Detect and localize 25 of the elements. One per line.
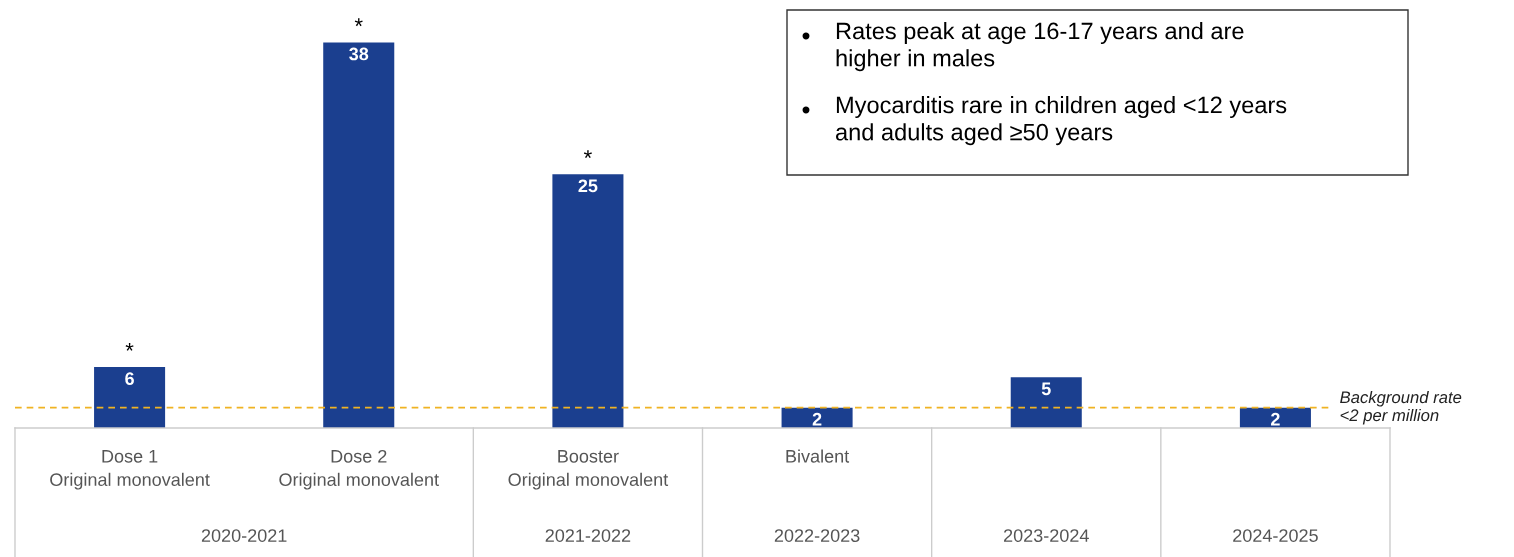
data-label: 2 — [812, 412, 822, 426]
text: 2022-2023 — [774, 529, 860, 542]
bar — [94, 367, 166, 428]
annotation: * — [354, 18, 363, 27]
text: 2023-2024 — [1003, 529, 1089, 542]
data-label: 6 — [125, 372, 134, 386]
bar — [323, 42, 395, 428]
annotation: * — [583, 150, 592, 159]
x-tick-label: Booster Original monovalent — [508, 450, 669, 490]
ref-line-label: Background rate <2 per million — [1340, 390, 1462, 425]
text: 2024-2025 — [1233, 529, 1318, 542]
data-label: 2 — [1271, 412, 1280, 426]
data-label: 38 — [349, 47, 369, 61]
x-tick-label: Bivalent — [786, 449, 850, 463]
data-label: 25 — [578, 179, 598, 193]
text: 2020-2021 — [201, 529, 287, 542]
data-label: 5 — [1041, 382, 1051, 396]
bar — [1010, 377, 1082, 428]
annotation: Myocarditis rare in children aged <12 years and adults aged ≥50 years — [836, 96, 1287, 146]
x-tick-label: Dose 2 Original monovalent — [279, 449, 439, 490]
bar — [552, 174, 624, 428]
text: 2021-2022 — [545, 529, 631, 542]
annotation: Rates peak at age 16-17 years and are higher in males — [836, 22, 1244, 72]
annotation: * — [125, 343, 134, 351]
x-tick-label: Dose 1 Original monovalent — [50, 450, 210, 490]
